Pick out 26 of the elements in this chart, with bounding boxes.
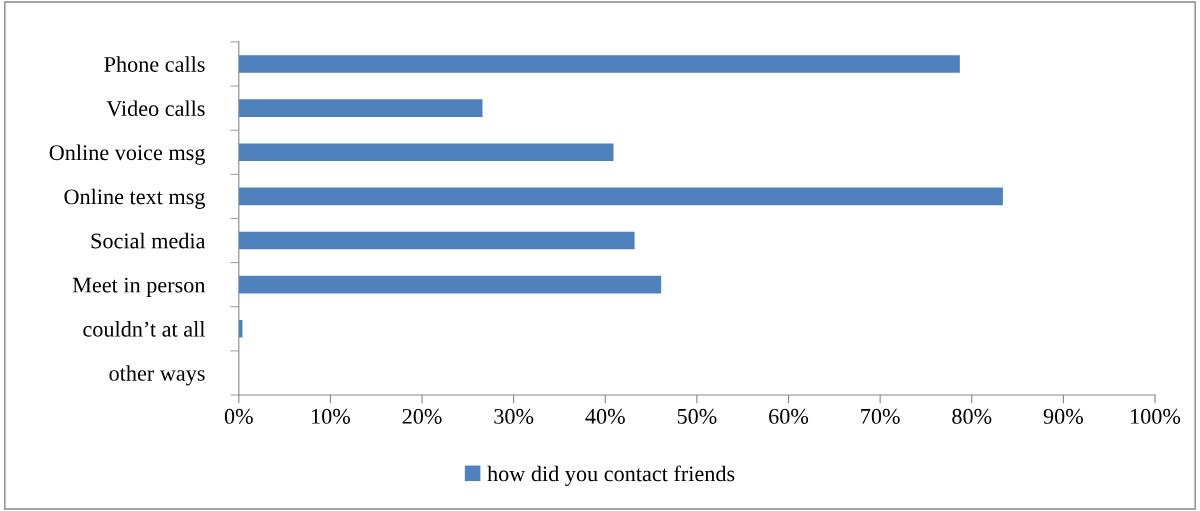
legend-label: how did you contact friends <box>487 465 735 486</box>
y-tick-label: Online text msg <box>64 188 206 209</box>
x-tick-label: 40% <box>585 408 625 424</box>
bar <box>238 99 483 117</box>
y-tick-label: Phone calls <box>104 56 205 72</box>
y-tick-label: Video calls <box>106 100 205 117</box>
y-tick-label: Meet in person <box>72 277 206 298</box>
bar <box>238 55 960 73</box>
x-tick-label: 30% <box>494 408 534 424</box>
bar <box>238 275 662 294</box>
y-tick-label: Social media <box>91 232 206 249</box>
y-tick-label: couldn’t at all <box>83 321 206 337</box>
x-tick-label: 60% <box>769 408 809 424</box>
x-tick-label: 50% <box>677 408 717 424</box>
bar <box>238 187 1003 206</box>
x-tick-label: 90% <box>1043 408 1083 424</box>
x-tick-label: 100% <box>1131 408 1181 424</box>
y-tick-label: other ways <box>109 365 205 386</box>
x-tick-label: 0% <box>224 408 253 424</box>
x-tick-label: 70% <box>861 408 900 424</box>
x-tick-label: 10% <box>312 408 351 424</box>
bar <box>238 143 614 162</box>
bar <box>238 231 635 250</box>
y-tick-label: Online voice msg <box>49 144 206 165</box>
x-tick-label: 20% <box>402 408 442 424</box>
x-tick-label: 80% <box>952 408 992 424</box>
